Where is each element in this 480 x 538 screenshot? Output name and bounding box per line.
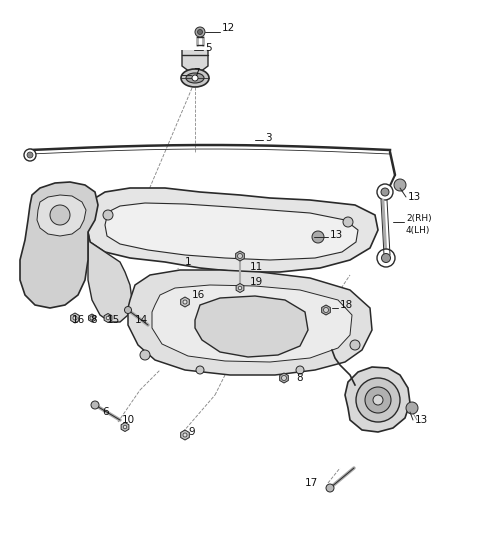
Circle shape — [140, 350, 150, 360]
Text: 10: 10 — [122, 415, 135, 425]
Circle shape — [196, 366, 204, 374]
Text: 16: 16 — [72, 315, 85, 325]
Circle shape — [183, 433, 187, 437]
Circle shape — [27, 152, 33, 158]
Polygon shape — [88, 314, 96, 322]
Circle shape — [91, 401, 99, 409]
Ellipse shape — [181, 69, 209, 87]
Text: 6: 6 — [102, 407, 108, 417]
Circle shape — [90, 316, 94, 320]
Circle shape — [324, 308, 328, 313]
Circle shape — [123, 425, 127, 429]
Circle shape — [365, 387, 391, 413]
Text: 19: 19 — [250, 277, 263, 287]
Text: 12: 12 — [222, 23, 235, 33]
Circle shape — [103, 210, 113, 220]
Ellipse shape — [186, 73, 204, 83]
Text: 18: 18 — [340, 300, 353, 310]
Polygon shape — [322, 305, 330, 315]
Polygon shape — [195, 296, 308, 357]
Circle shape — [238, 286, 242, 290]
Circle shape — [195, 27, 205, 37]
Circle shape — [73, 316, 77, 320]
Circle shape — [197, 30, 203, 34]
Polygon shape — [180, 430, 189, 440]
Polygon shape — [152, 285, 352, 362]
Circle shape — [382, 253, 391, 263]
Text: 8: 8 — [296, 373, 302, 383]
Polygon shape — [37, 195, 86, 236]
Circle shape — [356, 378, 400, 422]
Circle shape — [183, 300, 187, 304]
Text: 2(RH): 2(RH) — [406, 214, 432, 223]
Circle shape — [343, 217, 353, 227]
Polygon shape — [88, 220, 132, 322]
Circle shape — [312, 231, 324, 243]
Circle shape — [238, 253, 242, 258]
Text: 8: 8 — [90, 315, 96, 325]
Text: 3: 3 — [265, 133, 272, 143]
Circle shape — [373, 395, 383, 405]
Polygon shape — [71, 313, 79, 323]
Circle shape — [296, 366, 304, 374]
Circle shape — [50, 205, 70, 225]
Polygon shape — [104, 314, 112, 322]
Text: 13: 13 — [415, 415, 428, 425]
Circle shape — [406, 402, 418, 414]
Circle shape — [281, 376, 287, 380]
Circle shape — [326, 484, 334, 492]
Circle shape — [381, 188, 389, 196]
Text: 13: 13 — [408, 192, 421, 202]
Text: 16: 16 — [192, 290, 205, 300]
Text: 15: 15 — [107, 315, 120, 325]
Circle shape — [192, 75, 198, 81]
Circle shape — [106, 316, 110, 320]
Text: 9: 9 — [188, 427, 194, 437]
Text: 11: 11 — [250, 262, 263, 272]
Polygon shape — [280, 373, 288, 383]
Text: 13: 13 — [330, 230, 343, 240]
Polygon shape — [128, 270, 372, 375]
Circle shape — [24, 149, 36, 161]
Text: 4(LH): 4(LH) — [406, 226, 431, 236]
Text: 14: 14 — [135, 315, 148, 325]
Polygon shape — [345, 367, 410, 432]
Polygon shape — [236, 251, 244, 261]
Text: 17: 17 — [305, 478, 318, 488]
Circle shape — [350, 340, 360, 350]
Polygon shape — [88, 188, 378, 272]
Circle shape — [377, 249, 395, 267]
Circle shape — [377, 184, 393, 200]
Text: 7: 7 — [193, 68, 200, 78]
Polygon shape — [182, 50, 208, 72]
Polygon shape — [20, 182, 98, 308]
Circle shape — [124, 307, 132, 314]
Circle shape — [394, 179, 406, 191]
Polygon shape — [105, 203, 358, 260]
Polygon shape — [180, 297, 189, 307]
Text: 1: 1 — [185, 257, 192, 267]
Polygon shape — [236, 284, 244, 293]
Text: 5: 5 — [205, 43, 212, 53]
Polygon shape — [121, 422, 129, 431]
